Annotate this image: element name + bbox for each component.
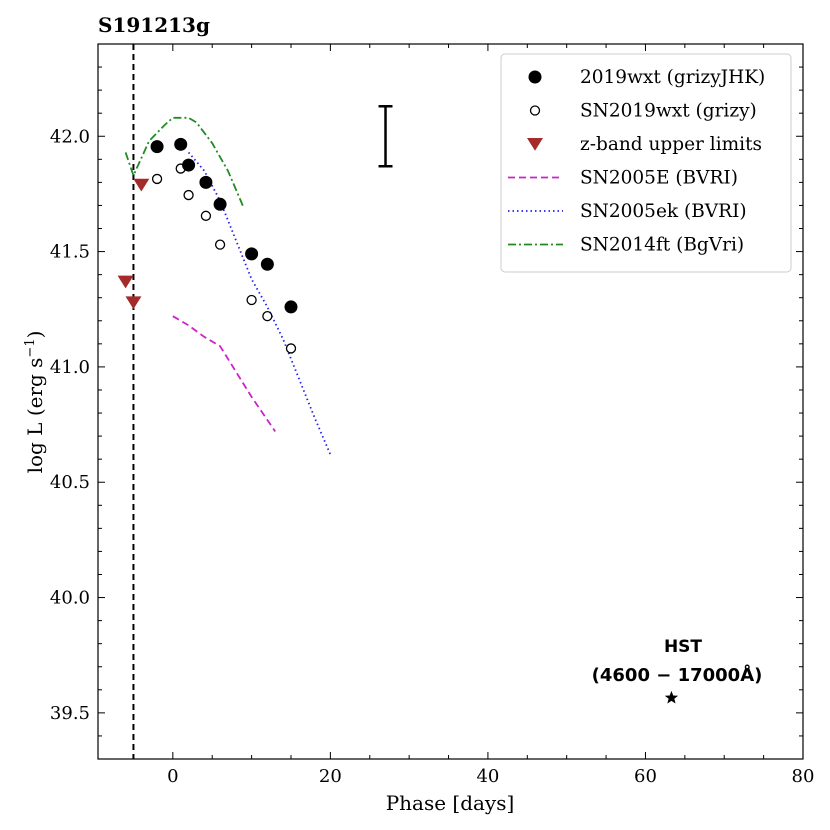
- series-line-dotted: [187, 151, 332, 455]
- data-point-triangle: [117, 275, 134, 289]
- y-tick-label: 41.0: [50, 357, 90, 378]
- chart-title: S191213g: [98, 13, 210, 37]
- y-axis-label-close: ): [23, 331, 47, 339]
- data-point-filled: [213, 197, 227, 211]
- y-axis-label-main: log L (erg s: [23, 358, 47, 474]
- data-point-triangle: [125, 296, 142, 310]
- x-tick-label: 80: [792, 766, 815, 787]
- legend-label: z-band upper limits: [580, 134, 762, 155]
- data-point-open: [214, 239, 226, 250]
- legend-marker: [529, 105, 541, 116]
- hst-label-line2: (4600 − 17000Å): [592, 663, 763, 686]
- plot-area: [117, 44, 679, 759]
- data-point-filled: [150, 140, 164, 154]
- data-point-open: [246, 294, 257, 306]
- axis-ticks: 0 20 40 60 80 39.5 40.0 40.5 41.0 41.5 42.0: [50, 43, 815, 787]
- legend-label: SN2014ft (BgVri): [580, 235, 744, 256]
- legend-box: [500, 53, 792, 273]
- hst-label-line1: HST: [664, 637, 702, 657]
- data-point-open: [285, 343, 297, 354]
- data-point-filled: [284, 300, 298, 314]
- data-point-filled: [199, 175, 213, 189]
- y-tick-label: 39.5: [50, 703, 90, 724]
- legend-label: SN2005ek (BVRI): [580, 201, 747, 222]
- x-tick-label: 0: [167, 766, 178, 787]
- data-point-filled: [174, 137, 188, 151]
- data-point-open: [151, 173, 163, 185]
- data-point-open: [200, 210, 212, 221]
- series-line-dashdot: [124, 116, 245, 209]
- y-axis-label-superscript: −1: [23, 338, 38, 357]
- data-point-filled: [260, 257, 274, 271]
- data-point-open: [262, 311, 273, 322]
- legend-marker: [527, 138, 543, 151]
- hst-star-marker: [664, 690, 679, 704]
- legend-label: SN2019wxt (grizy): [580, 101, 757, 122]
- y-tick-label: 40.5: [50, 472, 90, 493]
- x-axis-label: Phase [days]: [386, 791, 515, 815]
- plot-frame: [97, 43, 804, 760]
- y-tick-label: 40.0: [50, 588, 90, 609]
- data-point-triangle: [133, 178, 150, 192]
- data-point-open: [183, 189, 194, 201]
- y-axis-label: log L (erg s−1): [23, 331, 47, 474]
- x-tick-label: 20: [319, 766, 342, 787]
- legend-label: 2019wxt (grizyJHK): [580, 67, 765, 88]
- series-line-dashed: [172, 315, 276, 432]
- data-point-filled: [182, 158, 196, 172]
- x-tick-label: 40: [476, 766, 499, 787]
- y-tick-label: 42.0: [50, 126, 90, 147]
- legend-label: SN2005E (BVRI): [580, 168, 738, 189]
- y-tick-label: 41.5: [50, 242, 90, 263]
- x-tick-label: 60: [634, 766, 657, 787]
- legend-marker: [528, 70, 542, 84]
- data-point-filled: [245, 247, 259, 261]
- legend: 2019wxt (grizyJHK) SN2019wxt (grizy) z-ban…: [500, 53, 792, 273]
